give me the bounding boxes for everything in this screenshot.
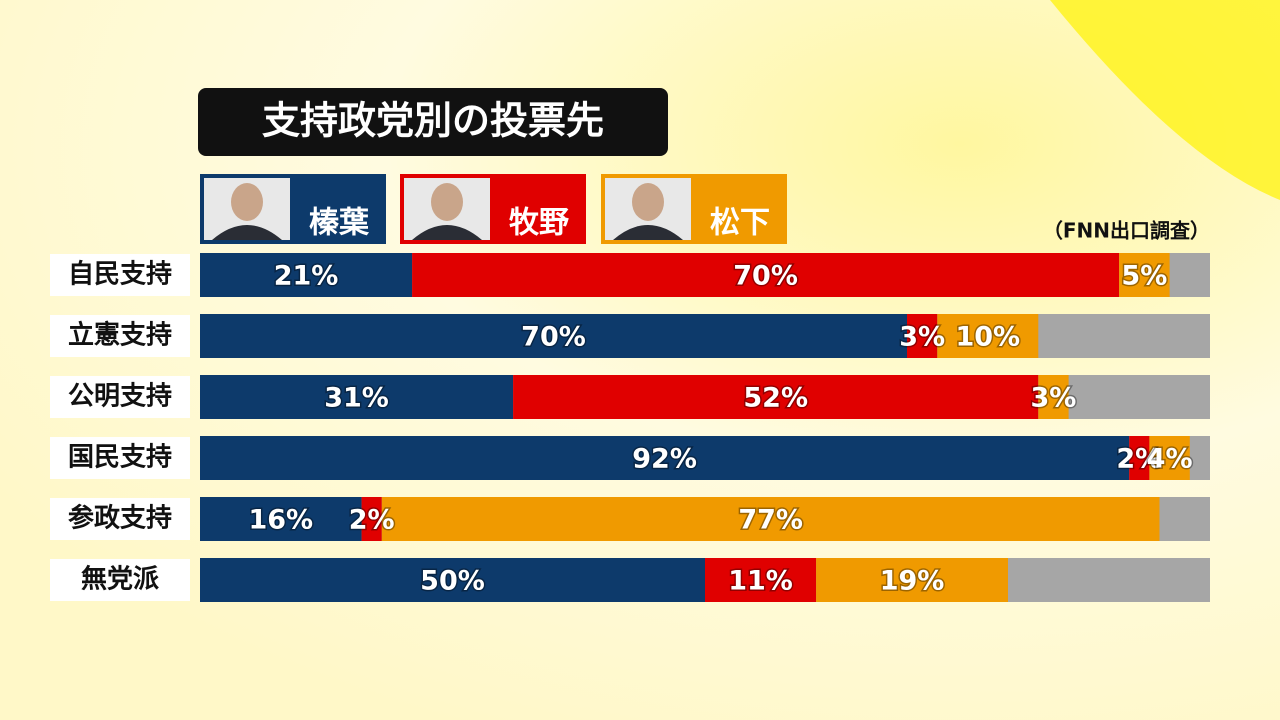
bar-segment [513, 375, 1039, 419]
bar-segment [907, 314, 938, 358]
value-label: 4% [1147, 444, 1193, 475]
category-label: 自民支持 [68, 259, 172, 290]
source-note: （FNN出口調査） [1043, 219, 1210, 243]
value-label: 70% [733, 261, 798, 292]
bar-segment [200, 314, 907, 358]
bar-segment [816, 558, 1008, 602]
category-box [50, 254, 190, 296]
category-box [50, 315, 190, 357]
bar-segment [937, 314, 1039, 358]
legend-photo-face [431, 183, 463, 221]
bar-segment [361, 497, 382, 541]
legend: 榛葉 牧野 松下 [200, 174, 787, 244]
legend-label: 牧野 [509, 206, 569, 241]
value-label: 52% [743, 383, 808, 414]
bar-segment [381, 497, 1160, 541]
bar-segment [200, 497, 362, 541]
bar-segment [200, 436, 1130, 480]
legend-label: 松下 [710, 206, 770, 241]
bar-segment [1038, 375, 1069, 419]
category-box [50, 498, 190, 540]
value-label: 92% [632, 444, 697, 475]
bar-segment [200, 558, 705, 602]
bar-segment [1129, 436, 1150, 480]
value-label: 3% [899, 322, 945, 353]
legend-photo-face [231, 183, 263, 221]
value-label: 31% [324, 383, 389, 414]
value-label: 2% [1116, 444, 1162, 475]
value-label: 3% [1031, 383, 1077, 414]
decoration [1050, 0, 1280, 200]
category-label: 無党派 [81, 565, 159, 595]
category-box [50, 376, 190, 418]
value-label: 21% [274, 261, 339, 292]
value-label: 19% [880, 566, 945, 597]
bar-segment [1119, 253, 1170, 297]
value-label: 11% [728, 566, 793, 597]
category-label: 公明支持 [68, 382, 172, 412]
value-label: 50% [420, 566, 485, 597]
category-box [50, 437, 190, 479]
legend-photo-body [613, 225, 683, 240]
title-box [198, 88, 668, 156]
legend-label: 榛葉 [309, 206, 370, 241]
value-label: 77% [738, 505, 803, 536]
value-label: 16% [248, 505, 313, 536]
bar-segment [1149, 436, 1190, 480]
chart-title: 支持政党別の投票先 [262, 99, 604, 143]
legend-photo-body [412, 225, 482, 240]
category-box [50, 559, 190, 601]
category-label: 参政支持 [68, 503, 172, 534]
category-label: 国民支持 [68, 443, 172, 473]
bars: 自民支持 21% 70% 5% 立憲支持 70% 3% 10% 公明支持 31% 52% 3% 国民支持… [50, 253, 1210, 602]
bar-segment [412, 253, 1120, 297]
value-label: 5% [1121, 261, 1167, 292]
legend-photo-body [212, 225, 282, 240]
value-label: 70% [521, 322, 586, 353]
value-label: 2% [349, 505, 395, 536]
category-label: 立憲支持 [68, 320, 172, 351]
bar-segment [200, 375, 514, 419]
bar-segment [200, 253, 413, 297]
value-label: 10% [955, 322, 1020, 353]
legend-photo-face [632, 183, 664, 221]
bar-segment [705, 558, 817, 602]
